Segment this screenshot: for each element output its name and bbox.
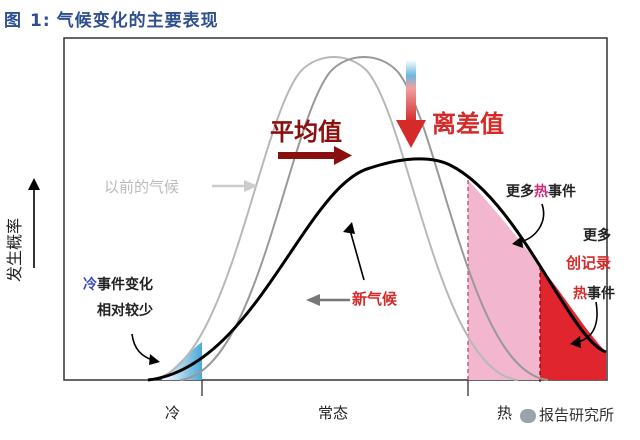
wechat-icon xyxy=(520,408,536,423)
figure-title: 图 1: 气候变化的主要表现 xyxy=(4,6,219,31)
variance-label: 离差值 xyxy=(432,110,504,138)
record-hot-word: 热 xyxy=(573,285,587,302)
new-climate-label: 新气候 xyxy=(352,290,398,308)
new-climate-curve xyxy=(147,157,607,382)
variance-arrow-shaft xyxy=(406,60,416,122)
cold-annotation-line1: 冷事件变化 xyxy=(83,276,153,293)
variance-arrow-head xyxy=(396,120,426,148)
mean-label: 平均值 xyxy=(270,118,342,146)
previous-climate-label: 以前的气候 xyxy=(104,178,179,196)
record-annotation-rest: 事件 xyxy=(587,285,615,302)
cold-word: 冷 xyxy=(83,276,97,293)
figure-caption: 气候变化的主要表现 xyxy=(56,11,219,31)
hot-annotation-b: 事件 xyxy=(548,183,576,200)
previous-climate-curve xyxy=(149,56,519,381)
x-tick-label-cold: 冷 xyxy=(165,404,180,422)
figure-number: 1: xyxy=(30,11,51,31)
new-climate-arrow-up xyxy=(349,229,365,281)
x-tick-label-normal: 常态 xyxy=(318,404,348,422)
figure-prefix: 图 xyxy=(4,11,22,31)
record-annotation-line1: 更多 xyxy=(583,227,611,244)
hot-word: 热 xyxy=(534,183,548,200)
record-annotation-line3: 热事件 xyxy=(573,285,615,302)
shifted-mean-curve xyxy=(179,56,549,381)
record-callout-arrow xyxy=(577,301,598,343)
x-tick-label-hot: 热 xyxy=(497,404,512,422)
y-axis-label: 发生概率 xyxy=(5,218,24,282)
mean-arrow-shaft xyxy=(278,152,336,159)
mean-arrow-head xyxy=(334,146,352,165)
cold-annotation-rest: 事件变化 xyxy=(97,276,153,293)
watermark: 报告研究所 xyxy=(520,404,614,425)
record-annotation-line2: 创记录 xyxy=(565,254,611,272)
hot-more-region xyxy=(468,180,540,380)
hot-annotation: 更多热事件 xyxy=(506,183,576,200)
watermark-text: 报告研究所 xyxy=(539,406,615,424)
cold-annotation-line2: 相对较少 xyxy=(97,302,153,319)
hot-callout-arrow xyxy=(519,203,545,243)
hot-annotation-a: 更多 xyxy=(506,183,534,200)
